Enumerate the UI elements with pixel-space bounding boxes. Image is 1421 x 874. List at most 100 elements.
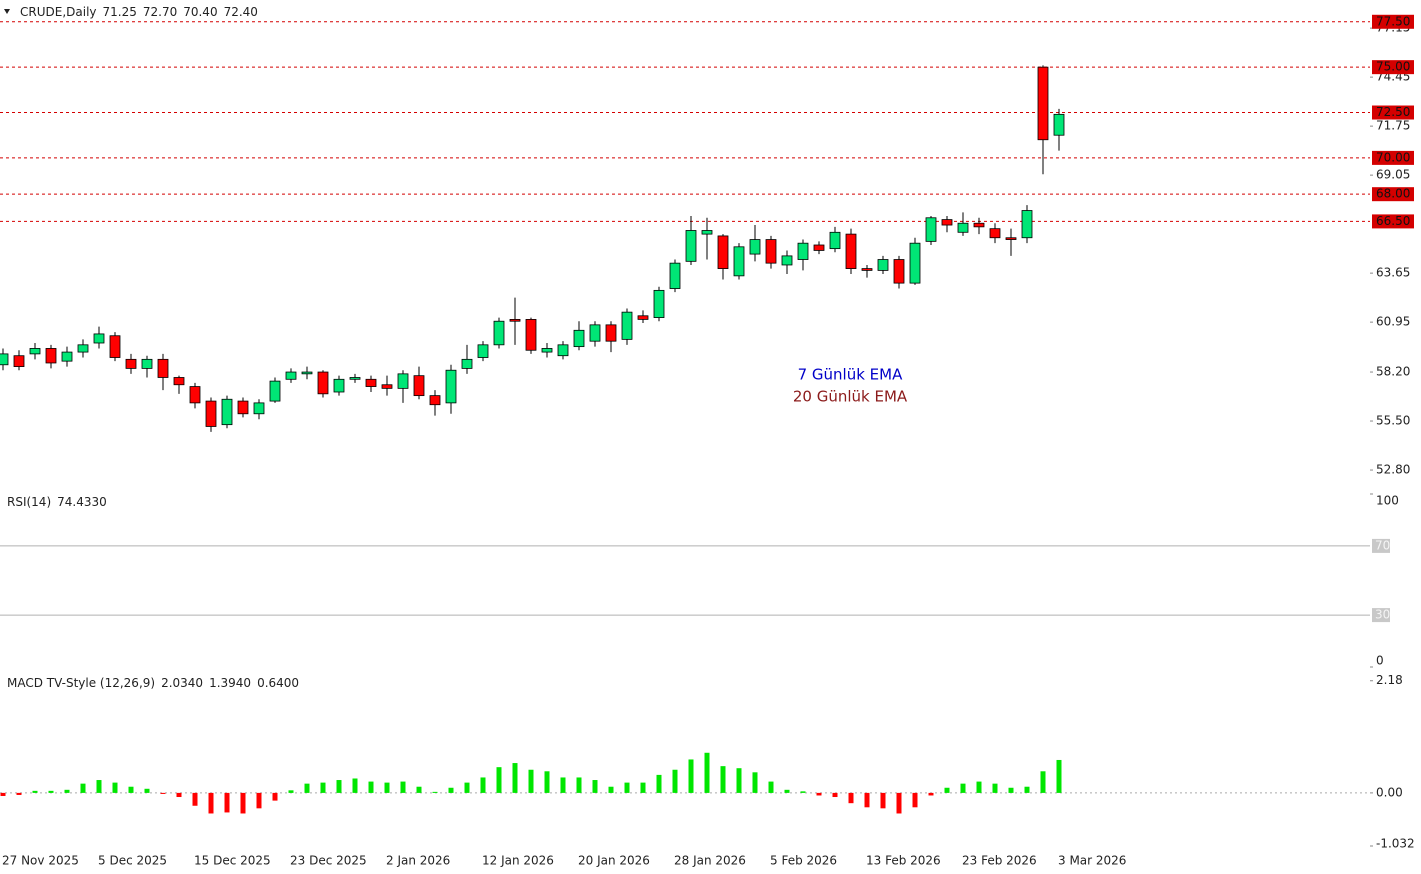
candle-body [925,217,937,242]
candle-body [733,246,745,277]
menu-arrow[interactable] [4,9,10,14]
header-value: 0.6400 [257,676,299,690]
histogram-bar [240,792,246,814]
histogram-bar [288,790,294,793]
candle-body [893,259,905,284]
y-tick-label: 55.50 [1376,414,1410,428]
histogram-bar [384,782,390,793]
histogram-bar [224,792,230,813]
candle-body [301,371,313,375]
histogram-bar [992,783,998,793]
level-label: 72.50 [1376,105,1410,119]
candle-body [333,378,345,393]
candle-body [557,344,569,357]
x-tick-label: 27 Nov 2025 [2,854,79,868]
histogram-bar [880,792,886,809]
candle-body [365,378,377,387]
histogram-bar [624,782,630,793]
histogram-bar [464,782,470,793]
candle-body [269,380,281,402]
candle-body [29,348,41,355]
candle-body [829,231,841,250]
candle-body [957,222,969,233]
candle-body [1037,66,1049,141]
histogram-bar [592,780,598,793]
y-tick-label: 70 [1375,538,1390,552]
histogram-bar [944,787,950,793]
candle-body [909,242,921,284]
x-tick-label: 28 Jan 2026 [674,854,746,868]
histogram-bar [928,792,934,796]
histogram-bar [544,771,550,793]
histogram-bar [112,782,118,793]
histogram-bar [48,790,54,793]
histogram-bar [896,792,902,814]
candle-body [1005,237,1017,240]
level-label: 66.50 [1376,214,1410,228]
histogram-bar [688,759,694,793]
histogram-bar [528,769,534,793]
histogram-bar [512,763,518,793]
histogram-bar [1008,787,1014,793]
legend-entry: 20 Günlük EMA [793,388,908,406]
candle-body [445,369,457,404]
candle-body [605,324,617,342]
candle-body [941,219,953,226]
histogram-bar [400,781,406,793]
histogram-bar [144,788,150,793]
histogram-bar [1056,759,1062,793]
histogram-bar [416,786,422,793]
header-value: 1.3940 [209,676,251,690]
candle-body [1021,210,1033,239]
candle-body [989,228,1001,239]
histogram-bar [160,792,166,794]
candle-body [429,395,441,406]
candle-body [509,319,521,322]
x-tick-label: 23 Dec 2025 [290,854,367,868]
histogram-bar [320,782,326,793]
candle-body [413,375,425,397]
histogram-bar [256,792,262,809]
panel-header: RSI(14) 74.4330 [7,495,107,509]
x-tick-label: 2 Jan 2026 [386,854,450,868]
histogram-bar [32,790,38,793]
y-tick-label: 58.20 [1376,365,1410,379]
histogram-bar [128,786,134,793]
histogram-bar [176,792,182,798]
y-tick-label: 0.00 [1376,785,1403,799]
candle-body [653,289,665,318]
candle-body [189,386,201,404]
candle-body [349,377,361,380]
histogram-bar [496,767,502,793]
histogram-bar [96,780,102,793]
candle-body [669,262,681,289]
candle-body [461,358,473,369]
histogram-bar [976,781,982,793]
candle-body [205,400,217,427]
histogram-bar [304,783,310,793]
candle-body [221,398,233,426]
header-value: 72.70 [143,5,177,19]
candle-body [237,400,249,415]
candle-body [77,344,89,353]
histogram-bar [64,789,70,793]
level-label: 77.50 [1376,14,1410,28]
histogram-bar [1024,786,1030,793]
level-box [1372,150,1414,165]
histogram-bar [576,777,582,793]
candle-body [141,358,153,369]
panel-header: CRUDE,Daily 71.25 72.70 70.40 72.40 [20,5,258,19]
header-value: 74.4330 [57,495,107,509]
histogram-bar [736,768,742,793]
histogram-bar [640,782,646,793]
header-value: 72.40 [224,5,258,19]
candle-body [637,315,649,320]
level-box [1372,60,1414,75]
candle-body [381,384,393,389]
histogram-bar [672,769,678,793]
histogram-bar [704,752,710,793]
histogram-bar [560,777,566,793]
x-tick-label: 12 Jan 2026 [482,854,554,868]
